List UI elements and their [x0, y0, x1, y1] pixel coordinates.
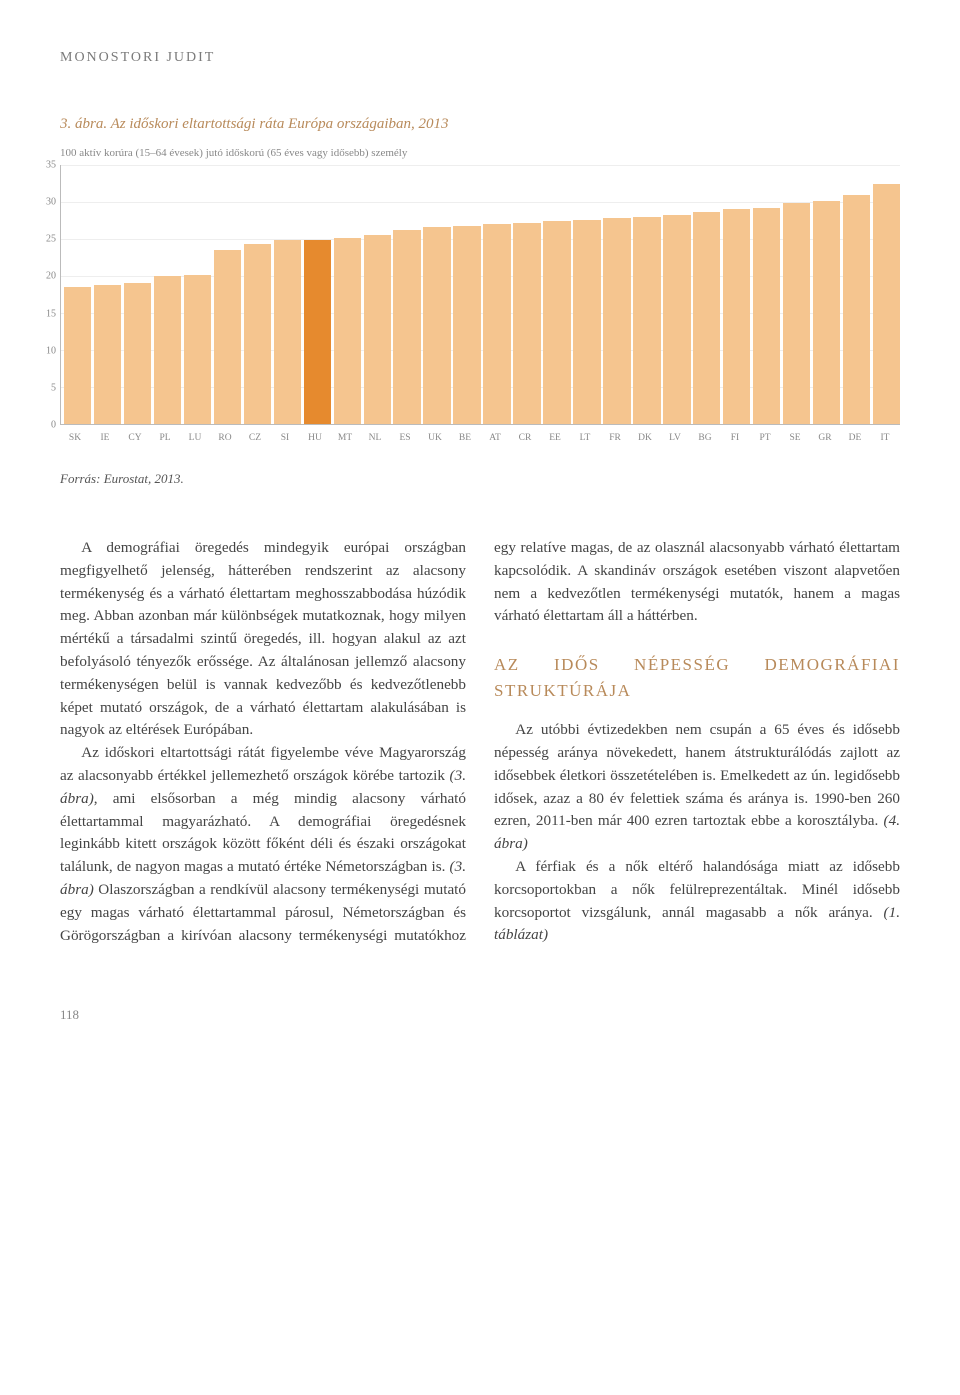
x-tick-label: IT	[870, 433, 900, 443]
y-tick-label: 10	[46, 345, 56, 356]
plot-area	[60, 165, 900, 425]
p4-part-a: A férfiak és a nők eltérő halandósága mi…	[494, 858, 900, 921]
y-tick-label: 25	[46, 234, 56, 245]
x-tick-label: AT	[480, 433, 510, 443]
x-tick-label: SI	[270, 433, 300, 443]
bar	[274, 240, 301, 424]
p3-part-a: Az utóbbi évtizedekben nem csupán a 65 é…	[494, 721, 900, 829]
x-tick-label: FR	[600, 433, 630, 443]
paragraph-4: A férfiak és a nők eltérő halandósága mi…	[494, 856, 900, 947]
x-tick-label: UK	[420, 433, 450, 443]
x-tick-label: SE	[780, 433, 810, 443]
x-tick-label: LT	[570, 433, 600, 443]
chart-source: Forrás: Eurostat, 2013.	[60, 471, 900, 487]
bar	[693, 212, 720, 424]
bar-chart: 05101520253035	[60, 165, 900, 425]
bar	[543, 221, 570, 424]
bar	[184, 275, 211, 424]
bar	[603, 218, 630, 424]
x-tick-label: CZ	[240, 433, 270, 443]
x-tick-label: LU	[180, 433, 210, 443]
bar	[334, 238, 361, 424]
bar	[393, 230, 420, 424]
x-tick-label: ES	[390, 433, 420, 443]
page-number: 118	[60, 1007, 900, 1023]
y-tick-label: 30	[46, 197, 56, 208]
x-tick-label: CY	[120, 433, 150, 443]
y-tick-label: 0	[51, 420, 56, 431]
x-tick-label: IE	[90, 433, 120, 443]
paragraph-3: Az utóbbi évtizedekben nem csupán a 65 é…	[494, 719, 900, 856]
figure-title: 3. ábra. Az időskori eltartottsági ráta …	[60, 116, 900, 133]
bar	[124, 283, 151, 424]
y-axis-label: 100 aktív korúra (15–64 évesek) jutó idő…	[60, 147, 900, 159]
y-tick-label: 5	[51, 382, 56, 393]
bar	[783, 203, 810, 424]
x-tick-label: BE	[450, 433, 480, 443]
x-tick-label: DK	[630, 433, 660, 443]
x-tick-label: FI	[720, 433, 750, 443]
x-tick-label: BG	[690, 433, 720, 443]
y-tick-label: 35	[46, 160, 56, 171]
x-tick-label: RO	[210, 433, 240, 443]
bar	[873, 184, 900, 425]
x-tick-label: MT	[330, 433, 360, 443]
bar	[633, 217, 660, 424]
x-tick-label: NL	[360, 433, 390, 443]
bar	[573, 220, 600, 424]
x-tick-label: GR	[810, 433, 840, 443]
bar	[723, 209, 750, 424]
body-text: A demográfiai öregedés mindegyik európai…	[60, 537, 900, 947]
section-heading: AZ IDŐS NÉPESSÉG DEMOGRÁFIAI STRUKTÚRÁJA	[494, 652, 900, 703]
x-tick-label: LV	[660, 433, 690, 443]
bar	[154, 276, 181, 424]
bars-container	[64, 165, 900, 424]
x-tick-label: PT	[750, 433, 780, 443]
x-tick-label: EE	[540, 433, 570, 443]
author-header: MONOSTORI JUDIT	[60, 50, 900, 66]
bar	[813, 201, 840, 424]
bar	[304, 240, 331, 424]
y-tick-label: 20	[46, 271, 56, 282]
bar	[483, 224, 510, 424]
bar	[423, 227, 450, 424]
bar	[753, 208, 780, 424]
x-tick-label: SK	[60, 433, 90, 443]
p2-part-a: Az időskori eltartottsági rátát figyelem…	[60, 744, 466, 784]
paragraph-1: A demográfiai öregedés mindegyik európai…	[60, 537, 466, 742]
x-tick-label: HU	[300, 433, 330, 443]
bar	[94, 285, 121, 424]
x-tick-label: DE	[840, 433, 870, 443]
y-ticks: 05101520253035	[36, 165, 56, 425]
bar	[244, 244, 271, 424]
x-tick-label: PL	[150, 433, 180, 443]
y-tick-label: 15	[46, 308, 56, 319]
x-ticks: SKIECYPLLUROCZSIHUMTNLESUKBEATCREELTFRDK…	[60, 433, 900, 443]
bar	[513, 223, 540, 424]
bar	[364, 235, 391, 424]
p2-part-b: , ami elsősorban a még mindig alacsony v…	[60, 790, 466, 875]
bar	[64, 287, 91, 424]
bar	[214, 250, 241, 424]
bar	[453, 226, 480, 424]
bar	[663, 215, 690, 424]
bar	[843, 195, 870, 424]
x-tick-label: CR	[510, 433, 540, 443]
